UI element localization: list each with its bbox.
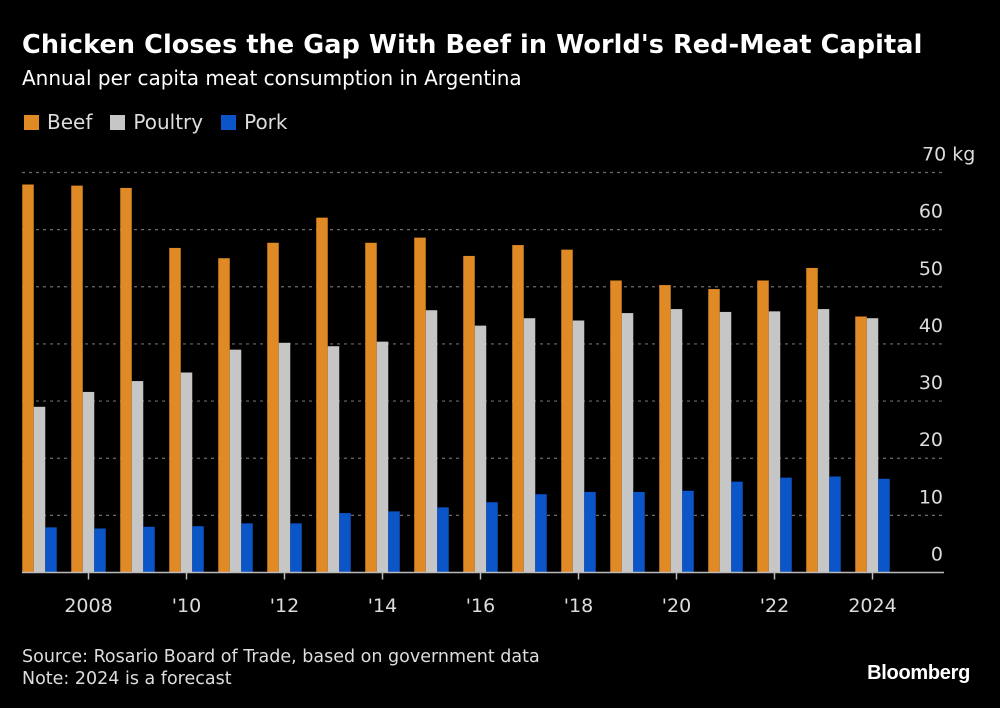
bar-pork-2016	[486, 502, 498, 573]
bloomberg-logo: Bloomberg	[867, 662, 970, 684]
legend-swatch-pork	[221, 114, 237, 130]
y-tick-label: 30	[919, 372, 943, 394]
bar-pork-2011	[241, 523, 253, 573]
x-tick-label: '22	[760, 595, 789, 617]
y-tick-label: 10	[919, 486, 943, 508]
bar-poultry-2012	[278, 342, 291, 573]
bar-beef-2014	[365, 242, 377, 573]
bar-beef-2023	[806, 267, 818, 573]
bar-pork-2020	[682, 490, 694, 573]
bar-poultry-2024	[866, 318, 879, 573]
y-tick-label: 0	[931, 544, 943, 566]
bar-poultry-2018	[572, 320, 585, 573]
chart-title: Chicken Closes the Gap With Beef in Worl…	[22, 30, 923, 60]
legend: Beef Poultry Pork	[24, 110, 305, 134]
bar-pork-2017	[535, 494, 547, 573]
bar-poultry-2008	[82, 391, 95, 573]
bar-pork-2022	[780, 477, 792, 573]
bar-beef-2024	[855, 316, 867, 573]
bar-pork-2021	[731, 481, 743, 573]
bar-beef-2013	[316, 217, 328, 573]
x-tick-label: 2024	[848, 595, 896, 617]
x-tick-label: '12	[270, 595, 299, 617]
x-axis	[22, 571, 944, 580]
bar-pork-2015	[437, 507, 449, 573]
bar-pork-2013	[339, 513, 351, 573]
bar-poultry-2013	[327, 346, 340, 573]
y-axis-labels: 0 10 20 30 40 50 60 70 kg	[919, 144, 975, 566]
bar-pork-2023	[829, 476, 841, 573]
bar-poultry-2015	[425, 310, 438, 573]
bar-pork-2012	[290, 523, 302, 573]
legend-item-beef: Beef	[24, 110, 92, 134]
bar-pork-2009	[143, 526, 155, 573]
bar-beef-2021	[708, 289, 720, 573]
y-tick-label: 50	[919, 258, 943, 280]
source-note: Source: Rosario Board of Trade, based on…	[22, 647, 540, 667]
bar-pork-2014	[388, 511, 400, 573]
y-tick-label: 40	[919, 315, 943, 337]
bar-beef-2019	[610, 280, 622, 573]
bar-beef-2007	[22, 184, 34, 573]
x-tick-label: '16	[466, 595, 495, 617]
legend-item-poultry: Poultry	[110, 110, 203, 134]
footer: Source: Rosario Board of Trade, based on…	[22, 646, 540, 690]
bar-beef-2012	[267, 242, 279, 573]
bar-beef-2010	[169, 247, 181, 573]
x-tick-label: '10	[172, 595, 201, 617]
forecast-note: Note: 2024 is a forecast	[22, 669, 232, 689]
bar-poultry-2011	[229, 349, 242, 573]
bar-poultry-2009	[131, 381, 144, 573]
bar-poultry-2019	[621, 313, 634, 573]
bar-poultry-2022	[768, 311, 781, 573]
x-axis-labels: 2008 '10 '12 '14 '16 '18 '20 '22 2024	[64, 595, 896, 617]
y-tick-label: 60	[919, 201, 943, 223]
bars	[22, 184, 890, 573]
bar-poultry-2016	[474, 325, 487, 573]
legend-swatch-poultry	[110, 114, 126, 130]
bar-beef-2022	[757, 280, 769, 573]
bar-beef-2017	[512, 245, 524, 573]
bar-poultry-2023	[817, 309, 830, 573]
x-tick-label: '20	[662, 595, 691, 617]
bar-pork-2008	[94, 528, 106, 573]
bar-beef-2020	[659, 285, 671, 573]
bar-pork-2024	[878, 478, 890, 573]
y-tick-label: 20	[919, 429, 943, 451]
bar-beef-2009	[120, 187, 132, 573]
legend-label-poultry: Poultry	[133, 110, 204, 134]
bar-poultry-2021	[719, 311, 732, 573]
bar-beef-2018	[561, 249, 573, 573]
bar-poultry-2020	[670, 309, 683, 573]
bar-poultry-2017	[523, 318, 536, 573]
bar-pork-2007	[45, 527, 57, 573]
bar-pork-2019	[633, 491, 645, 573]
bar-poultry-2007	[33, 406, 46, 573]
bar-beef-2016	[463, 255, 475, 573]
bar-pork-2018	[584, 491, 596, 573]
legend-swatch-beef	[24, 114, 39, 130]
bar-pork-2010	[192, 526, 204, 573]
bar-beef-2015	[414, 237, 426, 573]
y-tick-label: 70 kg	[922, 144, 975, 166]
bar-poultry-2014	[376, 341, 389, 573]
x-tick-label: 2008	[64, 595, 112, 617]
bar-beef-2008	[71, 185, 83, 573]
x-tick-label: '14	[368, 595, 397, 617]
legend-item-pork: Pork	[221, 110, 287, 134]
legend-label-pork: Pork	[244, 110, 288, 134]
x-tick-label: '18	[564, 595, 593, 617]
legend-label-beef: Beef	[47, 110, 93, 134]
bar-poultry-2010	[180, 372, 193, 573]
chart-subtitle: Annual per capita meat consumption in Ar…	[22, 66, 522, 90]
bar-beef-2011	[218, 258, 230, 573]
